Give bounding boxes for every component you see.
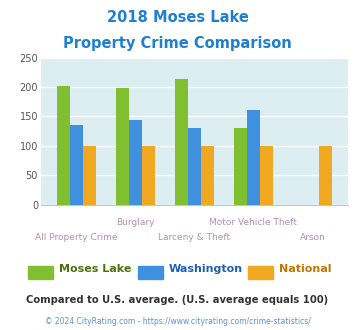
Text: Motor Vehicle Theft: Motor Vehicle Theft (209, 218, 297, 227)
Bar (70, 125, 83, 205)
Text: Arson: Arson (300, 233, 325, 242)
Text: All Property Crime: All Property Crime (35, 233, 118, 242)
Bar (234, 128, 247, 205)
Bar (129, 120, 142, 205)
Text: Property Crime Comparison: Property Crime Comparison (63, 36, 292, 51)
Bar (142, 146, 155, 205)
Text: Larceny & Theft: Larceny & Theft (158, 233, 230, 242)
Bar (116, 88, 129, 205)
Text: Moses Lake: Moses Lake (59, 264, 131, 274)
Bar (247, 110, 260, 205)
Bar (188, 128, 201, 205)
Text: Burglary: Burglary (116, 218, 154, 227)
Bar (175, 79, 188, 205)
Bar (57, 86, 70, 205)
Bar (201, 146, 214, 205)
Bar (260, 146, 273, 205)
Text: National: National (279, 264, 331, 274)
Text: Washington: Washington (169, 264, 243, 274)
Bar (319, 146, 332, 205)
Text: Compared to U.S. average. (U.S. average equals 100): Compared to U.S. average. (U.S. average … (26, 295, 329, 305)
Bar (83, 146, 96, 205)
Text: 2018 Moses Lake: 2018 Moses Lake (106, 10, 248, 25)
Text: © 2024 CityRating.com - https://www.cityrating.com/crime-statistics/: © 2024 CityRating.com - https://www.city… (45, 317, 310, 326)
